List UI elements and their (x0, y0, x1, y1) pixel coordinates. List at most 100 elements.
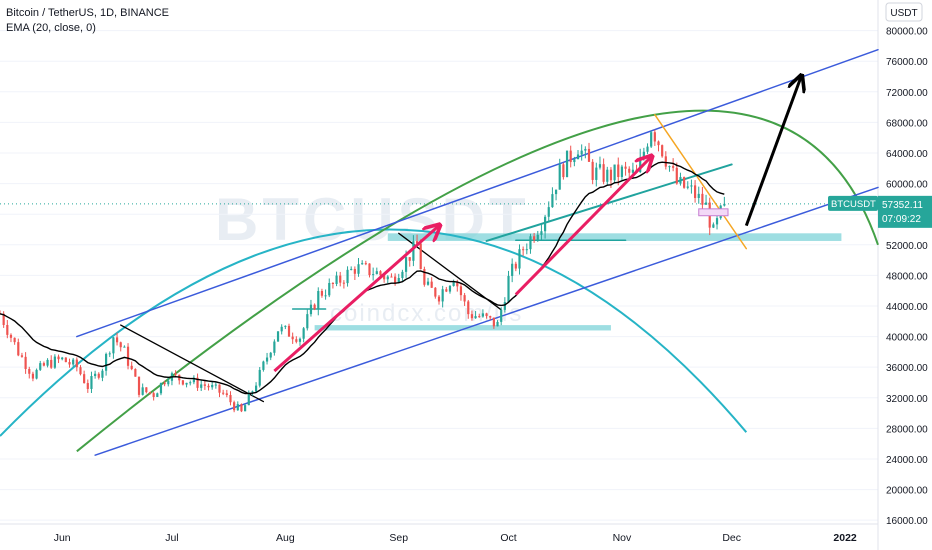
candle-body (134, 369, 137, 377)
candle-body (452, 281, 455, 286)
candle-body (390, 276, 393, 278)
candle-body (86, 383, 89, 389)
candle-body (9, 334, 13, 338)
candle-body (298, 338, 302, 342)
candle-body (269, 352, 272, 358)
candle-body (562, 164, 565, 178)
candle-body (284, 325, 287, 327)
y-tick-label: 16000.00 (886, 516, 928, 527)
candle-body (522, 249, 525, 251)
candle-body (203, 384, 206, 386)
candle-body (50, 359, 53, 368)
candle-body (123, 346, 126, 348)
candle-body (540, 231, 543, 235)
candle-body (236, 404, 239, 411)
ema-legend: EMA (20, close, 0) (6, 22, 96, 34)
candle-body (434, 287, 437, 297)
candle-body (181, 380, 185, 385)
cyan-arc (0, 228, 748, 437)
candle-body (412, 241, 415, 261)
candle-body (576, 154, 580, 160)
candle-body (653, 132, 656, 142)
x-tick-label: Jul (165, 532, 178, 544)
candle-body (690, 185, 693, 187)
currency-button[interactable] (885, 2, 923, 22)
candle-body (13, 337, 16, 343)
candle-body (672, 166, 675, 168)
candle-body (361, 263, 364, 265)
candle-body (104, 353, 108, 371)
black-arrow (744, 76, 801, 227)
candle-body (233, 402, 236, 411)
grid-lines (0, 30, 878, 521)
y-tick-label: 24000.00 (886, 455, 928, 466)
candle-body (262, 361, 265, 370)
candle-body (185, 382, 188, 385)
candle-body (379, 271, 382, 276)
candle-body (415, 241, 419, 244)
candle-body (569, 150, 572, 163)
candle-body (565, 150, 569, 178)
candle-body (697, 193, 700, 198)
candle-body (408, 257, 411, 261)
candle-body (624, 166, 627, 169)
candle-body (467, 301, 470, 315)
candle-body (547, 207, 550, 217)
candle-body (693, 185, 697, 198)
candle-body (328, 282, 331, 296)
candle-body (478, 316, 481, 318)
candle-body (240, 404, 243, 412)
candle-body (404, 257, 408, 272)
x-tick-label: Nov (613, 532, 632, 544)
candle-body (225, 393, 228, 396)
candle-body (503, 302, 506, 310)
candle-body (368, 263, 371, 276)
candle-body (437, 296, 441, 302)
y-tick-label: 76000.00 (886, 57, 928, 68)
candle-body (456, 281, 459, 287)
candle-body (331, 282, 335, 284)
candle-body (189, 382, 192, 384)
candle-body (620, 166, 624, 177)
candle-body (628, 168, 631, 173)
x-tick-label: Dec (722, 532, 741, 544)
candle-body (350, 268, 353, 270)
candle-body (251, 391, 254, 393)
candle-body (302, 328, 305, 339)
y-tick-label: 40000.00 (886, 333, 928, 344)
candle-body (83, 374, 86, 384)
candle-body (419, 243, 422, 270)
y-tick-label: 32000.00 (886, 394, 928, 405)
candle-body (650, 132, 653, 147)
candle-body (364, 263, 367, 265)
candle-body (448, 285, 452, 292)
candle-body (39, 363, 42, 370)
candle-body (701, 193, 704, 205)
candle-body (715, 218, 719, 225)
candle-body (313, 304, 316, 310)
candle-body (664, 156, 667, 167)
channel-line (94, 186, 879, 456)
candle-body (591, 161, 594, 180)
candle-body (254, 385, 258, 392)
candle-body (587, 148, 591, 162)
candle-body (75, 359, 78, 368)
candle-body (342, 282, 345, 284)
candle-body (386, 276, 389, 280)
candle-body (335, 275, 338, 284)
candle-body (306, 314, 309, 329)
candle-body (42, 363, 45, 366)
candle-body (137, 376, 141, 395)
candle-body (459, 286, 463, 296)
price-badge (878, 195, 932, 228)
candle-body (511, 263, 514, 276)
candle-body (148, 392, 152, 394)
candle-body (401, 271, 404, 278)
y-tick-label: 64000.00 (886, 149, 928, 160)
candle-body (101, 370, 104, 378)
candle-body (156, 393, 159, 397)
candle-body (273, 341, 276, 353)
y-tick-label: 72000.00 (886, 88, 928, 99)
